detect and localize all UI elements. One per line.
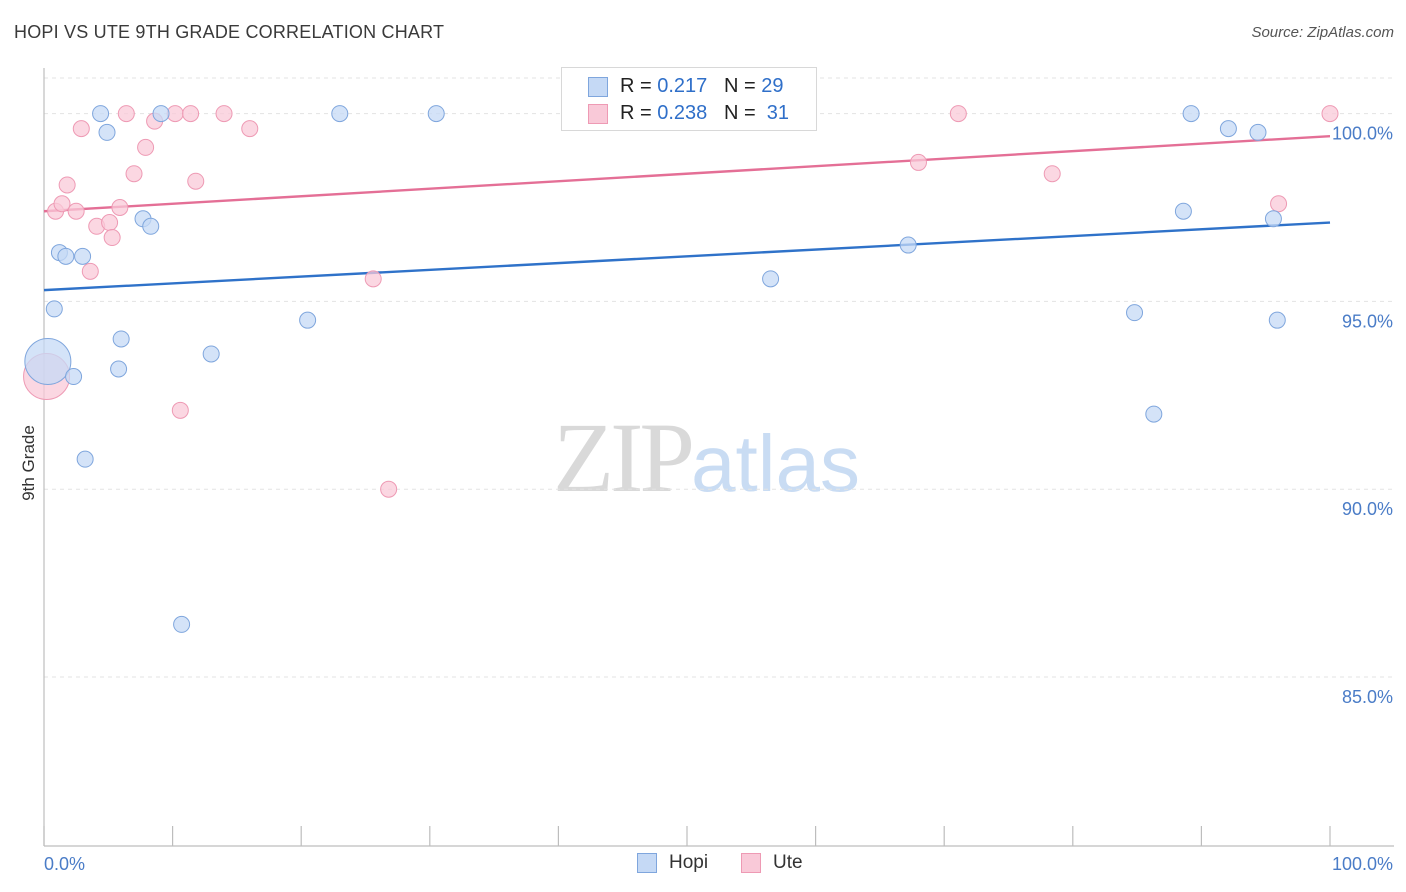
hopi-point [1174,202,1192,220]
legend-hopi-n-value: 29 [761,75,784,97]
axes [43,68,1394,847]
trend-lines [43,134,1331,292]
ute-point [111,199,129,217]
ute-legend-swatch [741,853,761,873]
hopi-point [331,105,349,123]
legend-ute-r-label: R = [620,102,658,124]
ute-trend-line [43,134,1331,213]
hopi-point [299,311,317,329]
ute-point [117,105,135,123]
legend-ute-n-value: 31 [766,102,790,124]
legend-ute-r-value: 0.238 [657,102,708,124]
ute-point [166,105,184,123]
hopi-point [1268,311,1286,329]
data-points [23,105,1339,633]
ute-point [81,262,99,280]
ute-point [215,105,233,123]
hopi-point [98,123,116,141]
hopi-point [110,360,128,378]
hopi-point [202,345,220,363]
hopi-point [1219,120,1237,138]
hopi-point [173,615,191,633]
hopi-swatch [588,77,608,97]
ute-point [137,138,155,156]
legend-box: R = 0.217 N = 29 R = 0.238 N = 31 [561,67,817,131]
watermark-atlas: atlas [691,419,860,508]
y-axis-title: 9th Grade [19,425,38,501]
tick-labels: 100.0% 95.0% 90.0% 85.0% 0.0% 100.0% [44,124,1393,874]
y-tick-label: 95.0% [1342,311,1393,331]
y-tick-label: 100.0% [1332,124,1393,144]
ute-point [949,105,967,123]
hopi-point [1264,210,1282,228]
x-tick-label-end: 100.0% [1332,854,1393,874]
hopi-point [112,330,130,348]
legend-ute-n-label: N = [723,102,762,124]
hopi-point [24,337,72,385]
ute-point [909,153,927,171]
legend-hopi-r-label: R = [620,75,658,97]
ute-point [364,270,382,288]
ute-point [241,120,259,138]
ute-point [101,214,119,232]
hopi-point [57,247,75,265]
hopi-point [899,236,917,254]
ute-point [72,120,90,138]
hopi-point [152,105,170,123]
hopi-point [1145,405,1163,423]
ute-point [53,195,71,213]
hopi-trend-line [43,221,1331,292]
ute-point [125,165,143,183]
hopi-point [74,247,92,265]
ute-point [67,202,85,220]
hopi-point [1126,304,1144,322]
gridlines [44,77,1394,678]
hopi-legend-swatch [637,853,657,873]
hopi-point [1182,105,1200,123]
x-tick-label-start: 0.0% [44,854,85,874]
ute-point [1321,105,1339,123]
ute-point [380,480,398,498]
watermark-zip: ZIP [553,402,695,513]
legend-hopi-n-label: N = [723,75,762,97]
y-tick-label: 85.0% [1342,687,1393,707]
hopi-point [142,217,160,235]
ute-point [182,105,200,123]
hopi-point [76,450,94,468]
ute-point [58,176,76,194]
hopi-point [427,105,445,123]
ute-point [187,172,205,190]
ute-legend-label: Ute [773,852,803,873]
ute-point [1043,165,1061,183]
chart-source: Source: ZipAtlas.com [1251,24,1394,41]
legend-hopi-r-value: 0.217 [657,75,708,97]
hopi-legend-label: Hopi [669,852,709,873]
y-tick-label: 90.0% [1342,499,1393,519]
hopi-point [92,105,110,123]
hopi-point [45,300,63,318]
ute-swatch [588,104,608,124]
ute-point [1270,195,1288,213]
hopi-point [65,368,83,386]
watermark: ZIPatlas [553,400,860,515]
ute-point [103,229,121,247]
hopi-point [1249,123,1267,141]
hopi-point [762,270,780,288]
chart-title: HOPI VS UTE 9TH GRADE CORRELATION CHART [14,22,445,42]
ute-point [171,401,189,419]
